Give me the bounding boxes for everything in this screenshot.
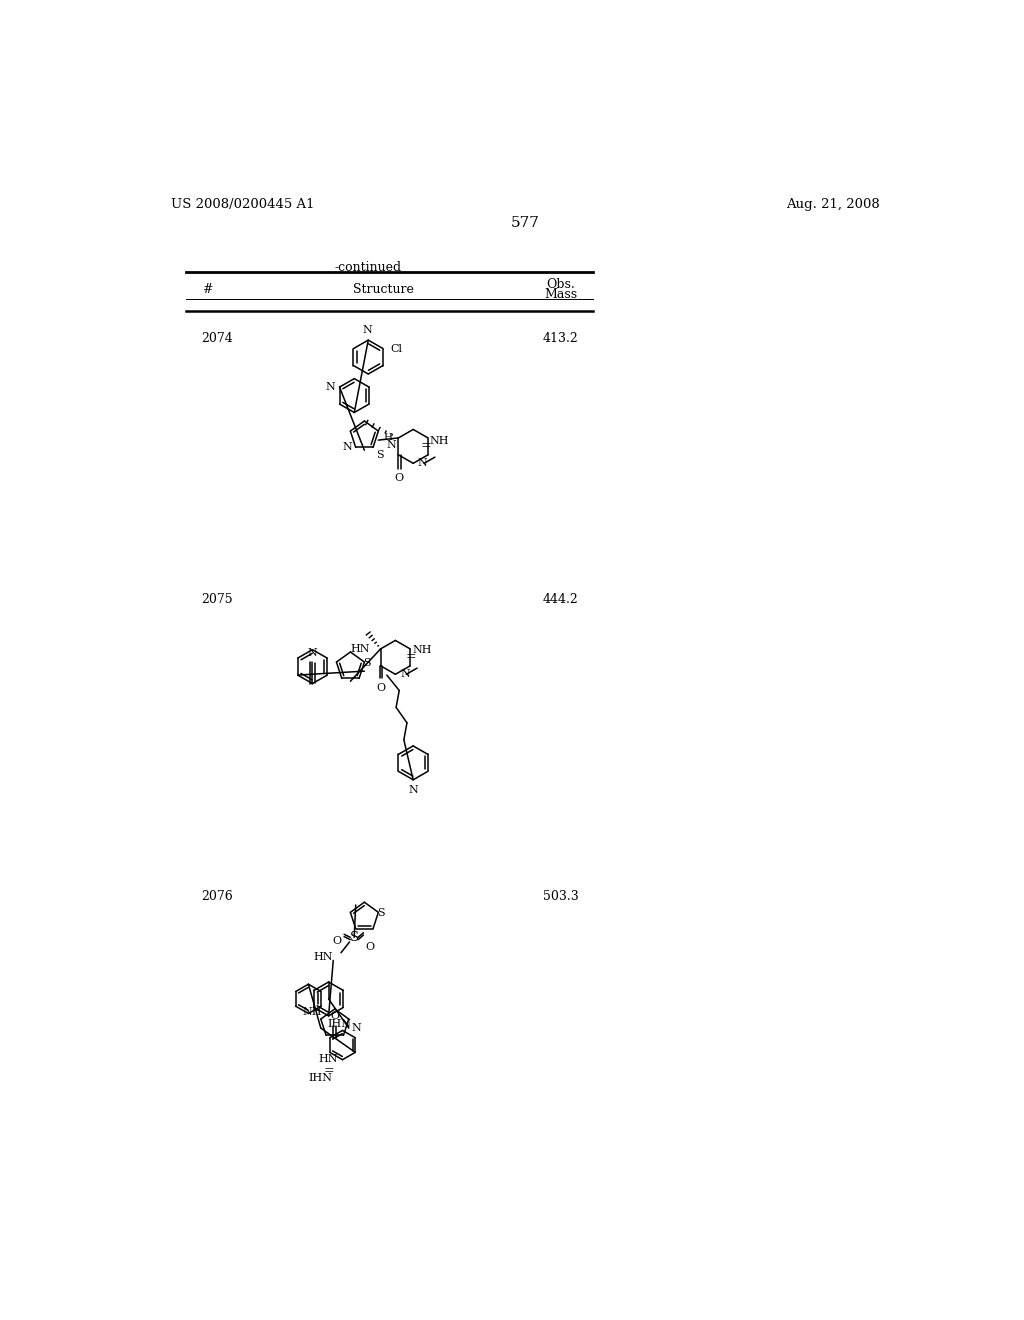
- Text: O: O: [333, 936, 342, 946]
- Text: O: O: [365, 941, 374, 952]
- Text: N: N: [362, 325, 373, 335]
- Text: =: =: [406, 649, 416, 663]
- Text: 2075: 2075: [202, 594, 233, 606]
- Text: N: N: [386, 441, 396, 450]
- Text: N: N: [351, 1023, 360, 1034]
- Text: N: N: [342, 442, 352, 453]
- Text: HN: HN: [350, 644, 370, 653]
- Text: S: S: [349, 931, 358, 944]
- Text: IHN: IHN: [328, 1019, 351, 1030]
- Text: N: N: [409, 785, 418, 795]
- Text: N: N: [418, 458, 428, 469]
- Text: 577: 577: [510, 216, 540, 230]
- Text: 413.2: 413.2: [543, 331, 579, 345]
- Text: O: O: [376, 682, 385, 693]
- Text: Structure: Structure: [353, 284, 414, 296]
- Text: O: O: [394, 474, 403, 483]
- Text: Mass: Mass: [544, 288, 577, 301]
- Text: Cl: Cl: [391, 343, 402, 354]
- Text: S: S: [376, 450, 384, 459]
- Text: =: =: [421, 440, 432, 453]
- Text: =: =: [324, 1064, 334, 1077]
- Text: IHN: IHN: [309, 1073, 333, 1082]
- Text: N: N: [400, 669, 410, 680]
- Text: 2076: 2076: [202, 890, 233, 903]
- Text: 503.3: 503.3: [543, 890, 579, 903]
- Text: 444.2: 444.2: [543, 594, 579, 606]
- Text: #: #: [202, 284, 212, 296]
- Text: 2074: 2074: [202, 331, 233, 345]
- Text: -continued: -continued: [335, 261, 401, 273]
- Text: NH: NH: [429, 436, 449, 446]
- Text: NH: NH: [413, 645, 432, 656]
- Text: N: N: [307, 648, 317, 659]
- Text: N: N: [326, 381, 336, 392]
- Text: HN: HN: [313, 952, 333, 961]
- Text: H: H: [383, 433, 392, 442]
- Text: HN: HN: [318, 1053, 338, 1064]
- Text: US 2008/0200445 A1: US 2008/0200445 A1: [171, 198, 314, 211]
- Text: Aug. 21, 2008: Aug. 21, 2008: [786, 198, 880, 211]
- Text: S: S: [377, 908, 385, 919]
- Text: O: O: [330, 1011, 339, 1022]
- Text: S: S: [362, 657, 371, 668]
- Text: Obs.: Obs.: [546, 277, 574, 290]
- Text: NH: NH: [303, 1007, 323, 1016]
